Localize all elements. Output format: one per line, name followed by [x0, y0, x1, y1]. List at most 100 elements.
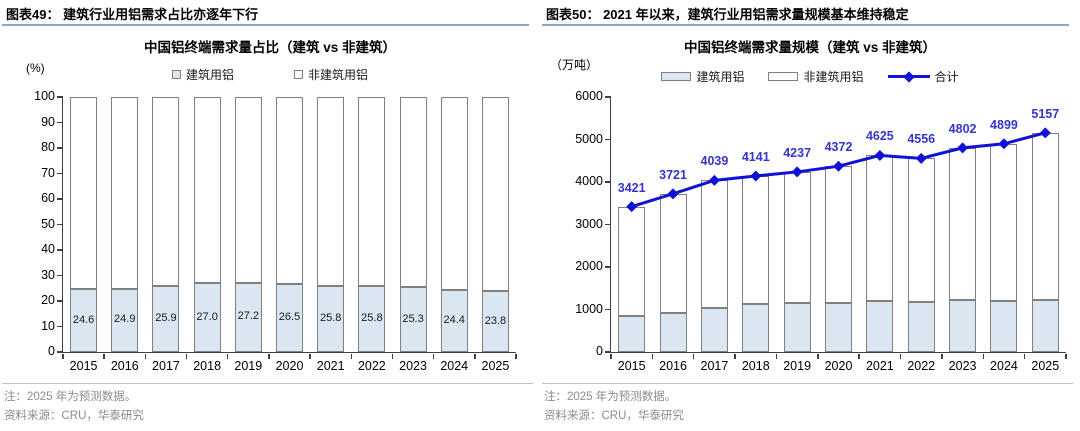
bar-segment-nonconstruction — [399, 97, 427, 288]
bar-segment-nonconstruction — [358, 97, 386, 287]
figure-50-legend: 建筑用铝 非建筑用铝 合计 — [540, 68, 1080, 85]
bar-segment-construction — [907, 302, 935, 352]
y-axis-label: 6000 — [575, 89, 603, 103]
y-axis-label: 90 — [41, 114, 55, 129]
bar-segment-nonconstruction — [907, 158, 935, 303]
bar-value-label: 23.8 — [484, 314, 507, 327]
bar-segment-nonconstruction — [276, 97, 303, 285]
y-axis-tick — [605, 138, 611, 141]
x-axis-tick — [610, 354, 612, 359]
y-axis-label: 3000 — [575, 216, 603, 231]
figure-49-note: 注：2025 年为预测数据。 — [4, 391, 137, 403]
line-marker-diamond-icon — [626, 201, 638, 213]
x-axis-label: 2020 — [275, 359, 304, 373]
x-axis-tick — [103, 354, 105, 359]
line-marker-diamond-icon — [874, 149, 886, 161]
bar-segment-construction — [111, 288, 139, 352]
y-axis-tick — [57, 198, 63, 200]
y-axis-label: 4000 — [575, 174, 603, 188]
x-axis-tick — [775, 354, 778, 359]
legend-label-total: 合计 — [934, 70, 959, 84]
legend-label-nonconstruction: 非建筑用铝 — [803, 70, 864, 84]
figure-49-legend: 建筑用铝 非建筑用铝 — [0, 66, 540, 83]
bar-value-label: 24.6 — [72, 313, 95, 326]
bar-segment-construction — [276, 284, 303, 352]
x-axis-label: 2017 — [700, 359, 729, 373]
bar-segment-construction — [193, 283, 221, 352]
bar-segment-construction — [1031, 299, 1059, 352]
y-axis-label: 10 — [41, 318, 55, 333]
line-value-label: 4039 — [700, 154, 729, 169]
bar-segment-nonconstruction — [783, 171, 811, 304]
x-axis-label: 2018 — [741, 359, 770, 373]
bar-segment-nonconstruction — [440, 97, 468, 290]
bar-segment-nonconstruction — [70, 97, 98, 290]
bar-segment-construction — [70, 289, 98, 352]
bar-value-label: 25.8 — [361, 312, 383, 325]
bar-value-label: 27.0 — [196, 310, 218, 323]
x-axis-tick — [858, 354, 860, 359]
legend-label-nonconstruction: 非建筑用铝 — [308, 68, 369, 82]
bar-segment-nonconstruction — [866, 155, 894, 302]
y-axis-label: 60 — [41, 191, 55, 205]
bar-segment-nonconstruction — [481, 97, 509, 292]
line-value-label: 4802 — [948, 121, 977, 136]
line-marker-diamond-icon — [833, 160, 844, 172]
y-axis-tick — [57, 172, 63, 175]
y-axis-tick — [605, 351, 611, 353]
figure-49-y-unit: (%) — [26, 61, 45, 75]
x-axis-label: 2021 — [865, 359, 894, 373]
x-axis-label: 2017 — [152, 359, 180, 373]
y-axis-label: 20 — [41, 293, 55, 307]
line-marker-diamond-icon — [957, 142, 969, 154]
legend-label-construction: 建筑用铝 — [696, 70, 745, 84]
x-axis-label: 2025 — [481, 359, 510, 373]
bar-segment-nonconstruction — [700, 180, 728, 308]
x-axis-tick — [309, 354, 311, 359]
y-axis-tick — [57, 96, 63, 98]
total-line-swatch-icon — [887, 70, 930, 83]
line-value-label: 5157 — [1031, 106, 1060, 121]
bar-segment-construction — [317, 286, 345, 352]
x-axis-tick — [144, 354, 147, 359]
bar-value-label: 25.3 — [402, 312, 424, 325]
bar-segment-construction — [825, 302, 852, 352]
x-axis-tick — [651, 354, 654, 359]
figure-50-header: 图表50： 2021 年以来，建筑行业用铝需求量规模基本维持稳定 — [542, 4, 1069, 26]
bar-segment-nonconstruction — [742, 176, 770, 305]
line-value-label: 4899 — [990, 117, 1018, 132]
bar-segment-nonconstruction — [111, 97, 139, 289]
bar-segment-construction — [481, 291, 509, 352]
bar-value-label: 25.8 — [319, 312, 342, 325]
legend-item-construction: 建筑用铝 — [171, 66, 234, 83]
figure-50-note: 注：2025 年为预测数据。 — [544, 391, 677, 403]
figure-49-plot: 0 10 20 30 40 50 60 70 80 90 100 2015 2016 2017 2018 20… — [34, 89, 517, 373]
bar-segment-nonconstruction — [1031, 132, 1059, 300]
bar-segment-construction — [618, 316, 646, 352]
bar-segment-construction — [358, 286, 386, 352]
x-axis-label: 2018 — [193, 359, 222, 373]
line-marker-diamond-icon — [791, 166, 803, 178]
bar-segment-construction — [152, 285, 180, 352]
y-axis-tick — [57, 300, 63, 302]
y-axis-tick — [605, 223, 611, 226]
y-axis-label: 50 — [41, 216, 55, 231]
y-axis-label: 2000 — [575, 259, 603, 273]
bar-segment-construction — [440, 289, 468, 352]
legend-item-total: 合计 — [887, 68, 959, 85]
y-axis-tick — [605, 266, 611, 268]
legend-item-nonconstruction: 非建筑用铝 — [768, 68, 864, 85]
line-value-label: 4237 — [783, 145, 812, 160]
bar-segment-construction — [949, 300, 977, 352]
line-value-label: 3421 — [617, 180, 646, 195]
bar-segment-construction — [990, 301, 1018, 352]
figure-50-y-unit: （万吨） — [550, 58, 599, 72]
y-axis-label: 0 — [48, 344, 55, 358]
figure-49-panel: 图表49： 建筑行业用铝需求占比亦逐年下行 中国铝终端需求量占比（建筑 vs 非… — [0, 7, 540, 422]
figure-49-note-divider — [2, 383, 533, 384]
bar-segment-nonconstruction — [317, 97, 345, 287]
x-axis-label: 2016 — [659, 359, 687, 373]
line-marker-diamond-icon — [667, 188, 679, 200]
construction-swatch-icon — [171, 70, 181, 79]
y-axis-tick — [57, 121, 63, 124]
